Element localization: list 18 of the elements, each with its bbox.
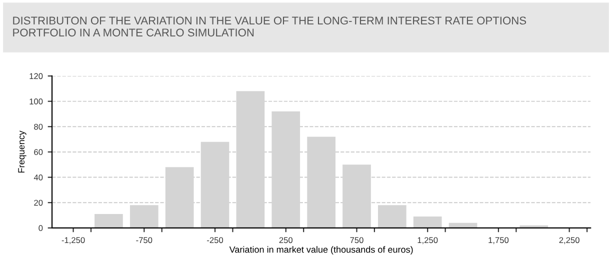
y-tick-label: 100 [30, 98, 43, 104]
x-tick-label: 1,750 [488, 237, 509, 244]
y-tick-label: 0 [38, 225, 43, 232]
x-tick-label: -1,250 [62, 237, 85, 244]
x-tick-label: 2,250 [559, 237, 580, 244]
y-tick-label: 60 [34, 149, 43, 156]
x-tick-label: -750 [136, 237, 152, 244]
y-tick-label: 120 [30, 73, 43, 80]
y-axis-title: Frequency [18, 130, 26, 173]
x-tick-label: -250 [207, 237, 224, 244]
y-tick-label: 20 [34, 200, 43, 206]
x-axis-title: Variation in market value (thousands of euros) [229, 246, 413, 255]
y-tick-label: 80 [34, 124, 43, 130]
x-tick-label: 250 [279, 237, 292, 244]
chart-title: DISTRIBUTON OF THE VARIATION IN THE VALUE OF THE LONG-TERM INTEREST RATE OPTIONS PORTFOLIO IN A MONTE CARLO SIMULATION [13, 16, 526, 36]
y-tick-label: 40 [34, 174, 43, 180]
x-tick-label: 1,250 [418, 237, 438, 244]
x-tick-label: 750 [350, 237, 364, 244]
